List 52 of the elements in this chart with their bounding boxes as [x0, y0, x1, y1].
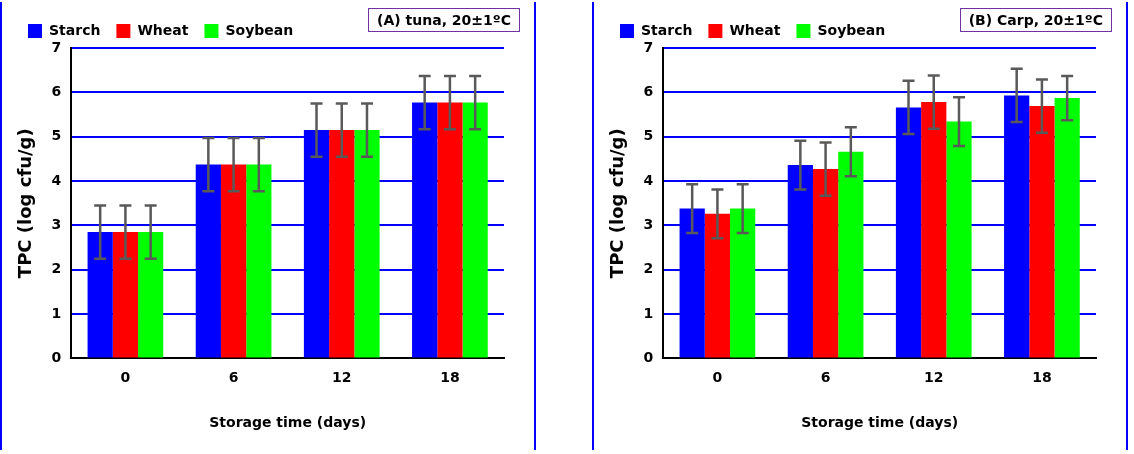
y-tick-label: 2 — [51, 260, 62, 277]
bar — [946, 121, 972, 358]
x-axis-title: Storage time (days) — [801, 414, 959, 431]
bar — [921, 102, 947, 358]
y-tick-label: 7 — [51, 38, 62, 55]
legend-label: Starch — [641, 21, 693, 38]
bar — [437, 102, 463, 358]
legend-label: Wheat — [137, 21, 189, 38]
bar — [329, 130, 355, 358]
x-tick-label: 0 — [120, 369, 131, 386]
bar — [838, 151, 864, 358]
bar — [1054, 98, 1080, 358]
y-tick-label: 0 — [51, 349, 62, 366]
chart-title: (B) Carp, 20±1ºC — [959, 8, 1112, 32]
legend-label: Wheat — [729, 21, 781, 38]
x-tick-label: 18 — [440, 369, 460, 386]
x-tick-label: 18 — [1032, 369, 1052, 386]
chart-title: (A) tuna, 20±1ºC — [368, 8, 520, 32]
y-axis-title: TPC (log cfu/g) — [14, 128, 36, 279]
bar — [220, 164, 247, 358]
x-tick-label: 12 — [332, 369, 352, 386]
y-tick-label: 4 — [51, 171, 62, 188]
legend-label: Soybean — [817, 21, 886, 38]
x-tick-label: 0 — [712, 369, 723, 386]
bar — [704, 213, 731, 358]
y-tick-label: 3 — [51, 216, 62, 233]
legend-label: Soybean — [225, 21, 294, 38]
y-tick-label: 4 — [643, 171, 654, 188]
bar — [112, 232, 139, 358]
y-tick-label: 7 — [643, 38, 654, 55]
bar — [138, 232, 164, 358]
bar — [1029, 106, 1055, 358]
bar — [730, 208, 756, 358]
x-axis-title: Storage time (days) — [209, 414, 367, 431]
x-tick-label: 6 — [820, 369, 831, 386]
legend-label: Starch — [49, 21, 101, 38]
y-tick-label: 3 — [643, 216, 654, 233]
x-tick-label: 12 — [924, 369, 944, 386]
y-tick-label: 1 — [643, 304, 654, 321]
bar — [354, 130, 380, 358]
y-tick-label: 0 — [643, 349, 654, 366]
bar — [246, 164, 272, 358]
y-tick-label: 2 — [643, 260, 654, 277]
bar — [812, 169, 839, 358]
y-tick-label: 5 — [51, 127, 62, 144]
y-tick-label: 1 — [51, 304, 62, 321]
y-tick-label: 5 — [643, 127, 654, 144]
bar — [462, 102, 488, 358]
y-axis-title: TPC (log cfu/g) — [606, 128, 628, 279]
y-tick-label: 6 — [643, 82, 654, 99]
y-tick-label: 6 — [51, 82, 62, 99]
x-tick-label: 6 — [228, 369, 239, 386]
